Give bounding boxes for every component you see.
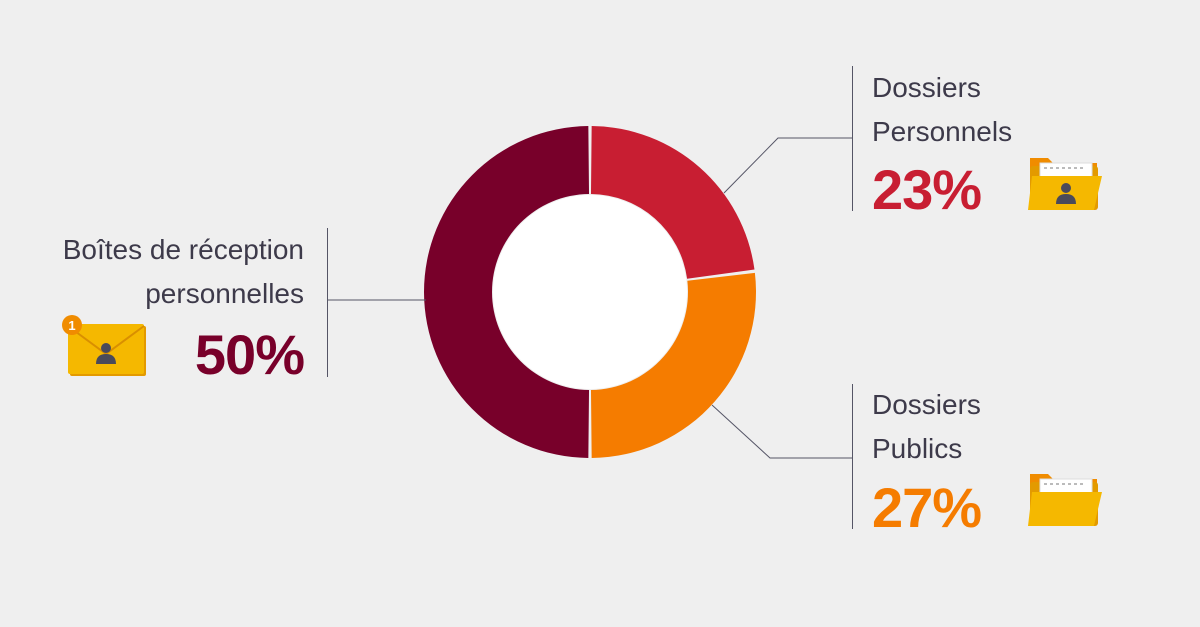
donut-slice-dossiers-personnels xyxy=(590,126,755,279)
label-inboxes-line1: Boîtes de réception xyxy=(62,234,304,265)
pct-inboxes: 50% xyxy=(194,323,305,386)
donut-slice-dossiers-publics xyxy=(590,272,757,458)
leader-lines xyxy=(328,137,852,459)
mail-user-icon: 1 xyxy=(62,315,146,376)
label-inboxes-line2: personnelles xyxy=(145,278,304,309)
label-personal-folders-line1: Dossiers xyxy=(872,72,981,103)
divider-inboxes xyxy=(327,228,328,377)
pct-public-folders: 27% xyxy=(872,476,982,539)
leader-line-personal-folders xyxy=(723,137,852,194)
donut-hole xyxy=(493,195,687,389)
donut-slice-boites-de-reception-personnelles xyxy=(424,126,590,458)
pct-personal-folders: 23% xyxy=(872,158,982,221)
folder-icon xyxy=(1028,474,1102,526)
mail-badge-count: 1 xyxy=(68,318,75,333)
divider-personal-folders xyxy=(852,66,853,211)
divider-public-folders xyxy=(852,384,853,529)
label-public-folders: Dossiers Publics xyxy=(872,387,981,467)
label-inboxes: Boîtes de réception personnelles xyxy=(0,232,304,312)
folder-user-icon xyxy=(1028,158,1102,210)
label-personal-folders-line2: Personnels xyxy=(872,116,1013,147)
label-public-folders-line2: Publics xyxy=(872,433,963,464)
label-public-folders-line1: Dossiers xyxy=(872,389,981,420)
label-personal-folders: Dossiers Personnels xyxy=(872,70,1012,150)
leader-line-public-folders xyxy=(711,404,852,459)
